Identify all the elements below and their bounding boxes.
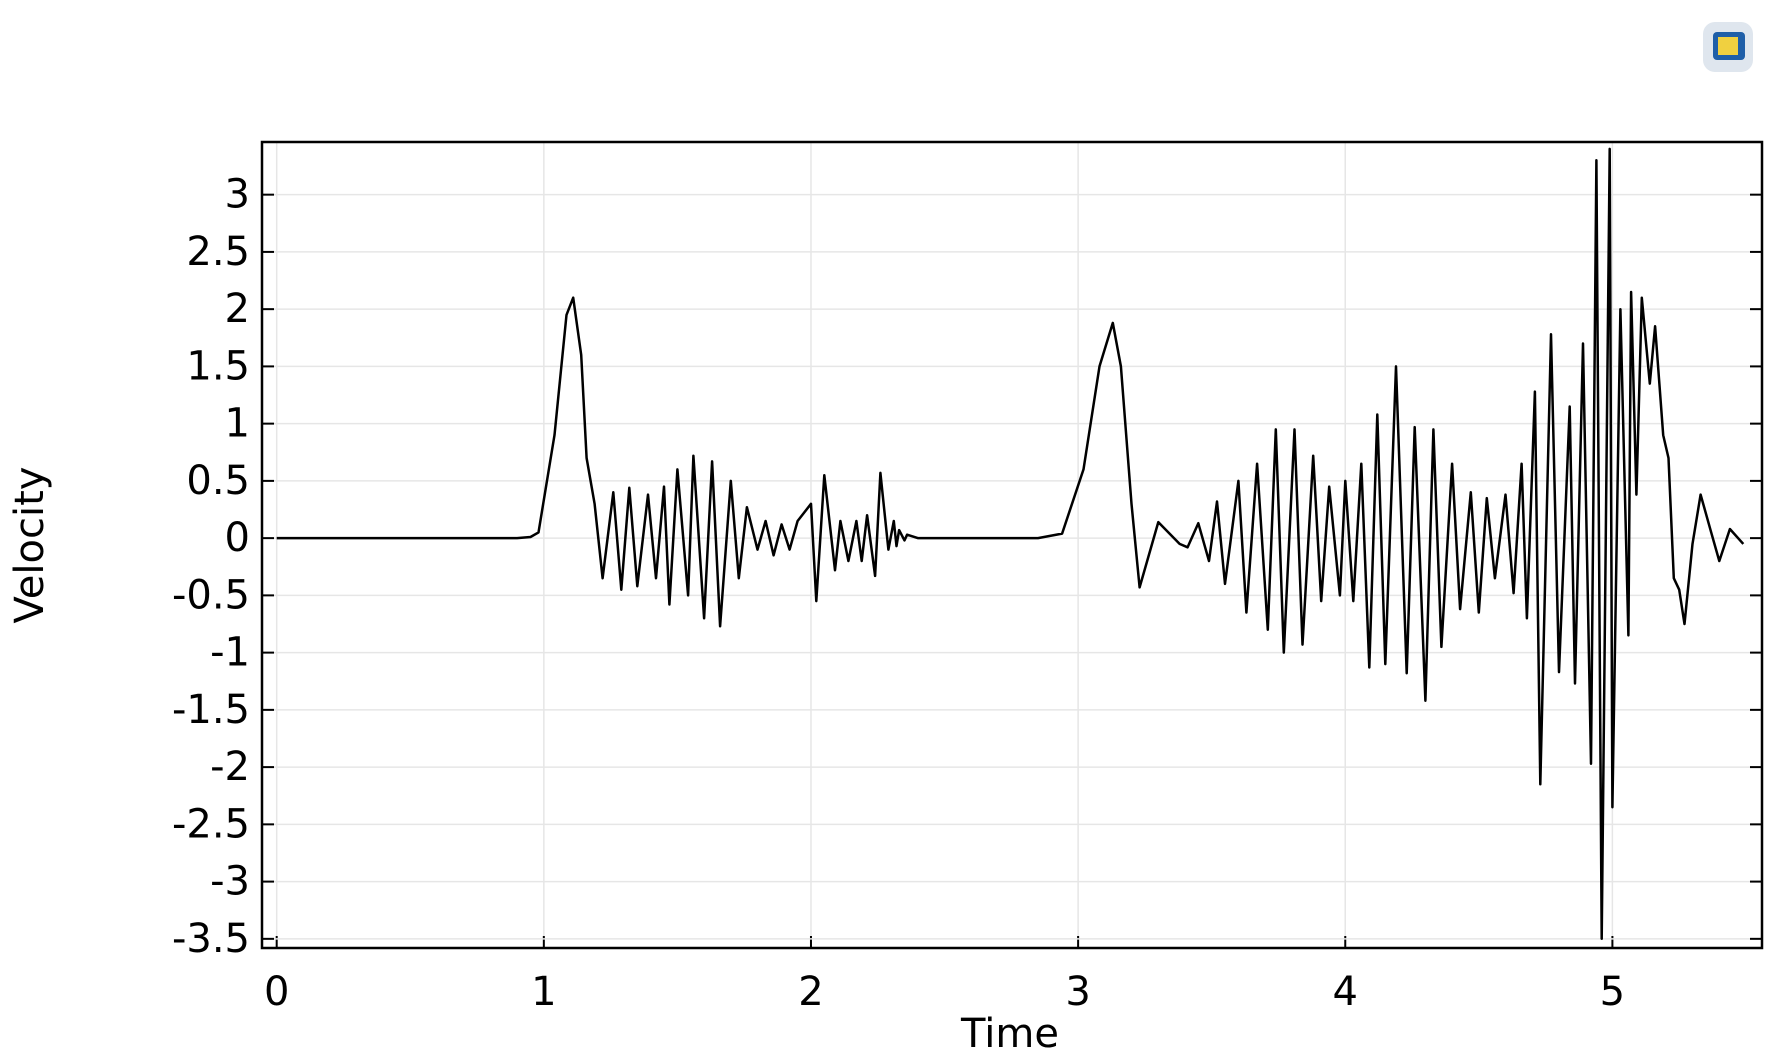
y-tick-label: 1.5 xyxy=(186,343,250,389)
data-line xyxy=(276,147,1745,941)
app-icon xyxy=(1703,22,1753,72)
x-tick-label: 3 xyxy=(1065,969,1090,1015)
y-tick-label: 2.5 xyxy=(186,229,250,275)
x-tick-label: 4 xyxy=(1333,969,1358,1015)
x-tick-label: 5 xyxy=(1600,969,1625,1015)
y-tick-label: 2 xyxy=(225,286,250,332)
y-tick-label: 0.5 xyxy=(186,458,250,504)
x-tick-label: 0 xyxy=(264,969,289,1015)
x-tick-label: 2 xyxy=(798,969,823,1015)
y-tick-label: -2 xyxy=(210,744,250,790)
y-tick-label: -1 xyxy=(210,630,250,676)
y-axis-label: Velocity xyxy=(7,467,53,624)
y-tick-label: -0.5 xyxy=(172,572,250,618)
y-tick-label: -3.5 xyxy=(172,916,250,962)
plot-area: 0 1 2 3 4 5 -3.5 -3 -2.5 -2 -1.5 -1 -0.5 0 0.5 1 1.5 2 2.5… xyxy=(172,142,1762,1015)
axes-frame xyxy=(260,140,1764,950)
y-tick-label: 1 xyxy=(225,401,250,447)
y-tick-label: 3 xyxy=(225,172,250,218)
y-tick-label: -1.5 xyxy=(172,687,250,733)
x-tick-label: 1 xyxy=(531,969,556,1015)
y-tick-label: -3 xyxy=(210,859,250,905)
y-tick-label: 0 xyxy=(225,515,250,561)
y-tick-label: -2.5 xyxy=(172,801,250,847)
x-axis-label: Time xyxy=(960,1011,1059,1057)
